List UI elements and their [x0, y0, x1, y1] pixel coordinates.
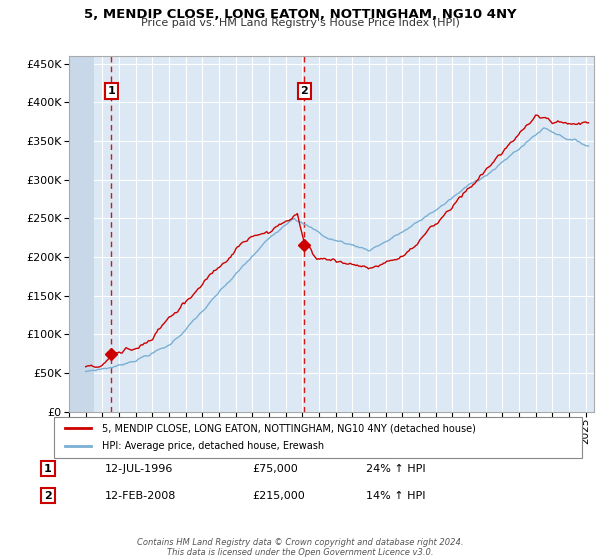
Text: £75,000: £75,000 [252, 464, 298, 474]
FancyBboxPatch shape [54, 417, 582, 458]
Text: HPI: Average price, detached house, Erewash: HPI: Average price, detached house, Erew… [101, 441, 323, 451]
Text: 12-FEB-2008: 12-FEB-2008 [105, 491, 176, 501]
Text: 14% ↑ HPI: 14% ↑ HPI [366, 491, 425, 501]
Text: 24% ↑ HPI: 24% ↑ HPI [366, 464, 425, 474]
Text: 1: 1 [107, 86, 115, 96]
Text: 5, MENDIP CLOSE, LONG EATON, NOTTINGHAM, NG10 4NY (detached house): 5, MENDIP CLOSE, LONG EATON, NOTTINGHAM,… [101, 423, 475, 433]
Text: 1: 1 [44, 464, 52, 474]
Text: 2: 2 [301, 86, 308, 96]
Text: 12-JUL-1996: 12-JUL-1996 [105, 464, 173, 474]
Bar [69, 56, 94, 412]
Text: 2: 2 [44, 491, 52, 501]
Text: Contains HM Land Registry data © Crown copyright and database right 2024.
This d: Contains HM Land Registry data © Crown c… [137, 538, 463, 557]
Text: £215,000: £215,000 [252, 491, 305, 501]
Text: Price paid vs. HM Land Registry's House Price Index (HPI): Price paid vs. HM Land Registry's House … [140, 18, 460, 29]
Text: 5, MENDIP CLOSE, LONG EATON, NOTTINGHAM, NG10 4NY: 5, MENDIP CLOSE, LONG EATON, NOTTINGHAM,… [83, 8, 517, 21]
